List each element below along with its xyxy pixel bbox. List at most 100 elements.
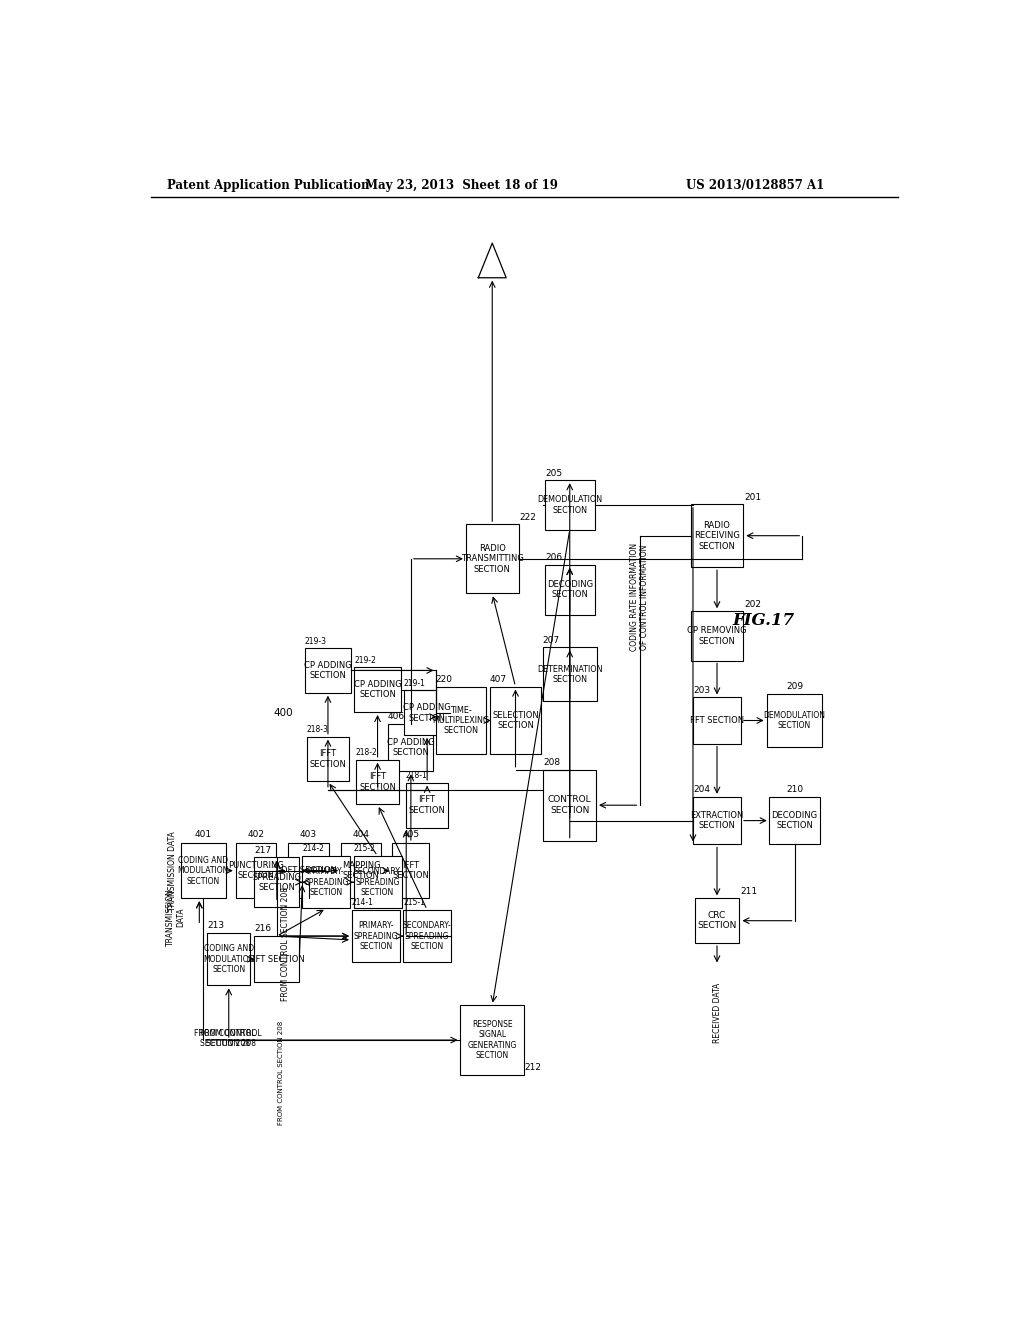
Text: FROM CONTROL
SECTION 208: FROM CONTROL SECTION 208: [201, 1028, 262, 1048]
Text: 219-3: 219-3: [305, 636, 327, 645]
Text: FROM CONTROL
SECTION 208: FROM CONTROL SECTION 208: [195, 1028, 256, 1048]
Text: PRIMARY-
SPREADING
SECTION: PRIMARY- SPREADING SECTION: [353, 921, 398, 950]
Text: 205: 205: [545, 469, 562, 478]
Text: 215-2: 215-2: [353, 845, 376, 854]
Text: 217: 217: [254, 846, 271, 855]
Text: TRANSMISSION
DATA: TRANSMISSION DATA: [166, 888, 185, 945]
Text: 405: 405: [402, 830, 420, 838]
Text: Patent Application Publication: Patent Application Publication: [167, 178, 370, 191]
Text: 210: 210: [786, 785, 803, 795]
Bar: [236, 843, 276, 899]
Text: 208: 208: [544, 758, 560, 767]
Text: 204: 204: [693, 785, 710, 795]
Text: PRIMARY-
SPREADING
SECTION: PRIMARY- SPREADING SECTION: [304, 867, 348, 898]
Text: DETERMINATION
SECTION: DETERMINATION SECTION: [537, 664, 602, 684]
Text: 212: 212: [524, 1063, 542, 1072]
Bar: [544, 770, 596, 841]
Text: TRANSMISSION DATA: TRANSMISSION DATA: [168, 830, 177, 911]
Text: 401: 401: [195, 830, 212, 838]
Bar: [690, 611, 743, 661]
Bar: [302, 857, 350, 908]
Text: 203: 203: [693, 686, 710, 694]
Text: DECODING
SECTION: DECODING SECTION: [547, 579, 593, 599]
Text: CP ADDING
SECTION: CP ADDING SECTION: [387, 738, 435, 758]
Text: FROM CONTROL SECTION 208: FROM CONTROL SECTION 208: [278, 1020, 284, 1125]
Text: CP ADDING
SECTION: CP ADDING SECTION: [304, 661, 352, 680]
Bar: [769, 797, 819, 845]
Text: 218-2: 218-2: [356, 748, 378, 758]
Text: 400: 400: [273, 708, 293, 718]
Text: CODING AND
MODULATION
SECTION: CODING AND MODULATION SECTION: [177, 855, 228, 886]
Text: DECODING
SECTION: DECODING SECTION: [771, 810, 817, 830]
Bar: [461, 1006, 524, 1074]
Text: 222: 222: [519, 512, 537, 521]
Bar: [352, 909, 400, 962]
Bar: [403, 909, 452, 962]
Text: 201: 201: [744, 492, 761, 502]
Text: TIME-
MULTIPLEXING
SECTION: TIME- MULTIPLEXING SECTION: [433, 706, 489, 735]
Bar: [208, 933, 250, 985]
Text: 402: 402: [248, 830, 264, 838]
Bar: [306, 737, 349, 781]
Text: 219-2: 219-2: [354, 656, 376, 665]
Bar: [254, 857, 299, 907]
Text: CRC
SECTION: CRC SECTION: [697, 911, 736, 931]
Text: SELECTION
SECTION: SELECTION SECTION: [493, 710, 539, 730]
Bar: [767, 693, 822, 747]
Text: DEMODULATION
SECTION: DEMODULATION SECTION: [538, 495, 602, 515]
Text: IFFT
SECTION: IFFT SECTION: [309, 750, 346, 768]
Text: RADIO
TRANSMITTING
SECTION: RADIO TRANSMITTING SECTION: [461, 544, 523, 574]
Text: US 2013/0128857 A1: US 2013/0128857 A1: [686, 178, 824, 191]
Text: 207: 207: [543, 636, 560, 644]
Text: EXTRACTION
SECTION: EXTRACTION SECTION: [690, 810, 743, 830]
Bar: [466, 524, 518, 594]
Bar: [353, 857, 401, 908]
Text: RECEIVED DATA: RECEIVED DATA: [713, 982, 722, 1043]
Text: 209: 209: [786, 682, 803, 690]
Text: SECONDARY-
SPREADING
SECTION: SECONDARY- SPREADING SECTION: [402, 921, 452, 950]
Text: DFT SECTION: DFT SECTION: [281, 866, 337, 875]
Text: FIG.17: FIG.17: [732, 612, 795, 628]
Bar: [545, 565, 595, 615]
Text: RADIO
RECEIVING
SECTION: RADIO RECEIVING SECTION: [694, 521, 740, 550]
Bar: [406, 783, 449, 828]
Text: 213: 213: [207, 921, 224, 931]
Text: 406: 406: [388, 711, 404, 721]
Text: CONTROL
SECTION: CONTROL SECTION: [548, 796, 592, 814]
Text: IFFT
SECTION: IFFT SECTION: [392, 861, 429, 880]
Bar: [543, 647, 597, 701]
Text: 404: 404: [353, 830, 370, 838]
Text: SPREADING
SECTION: SPREADING SECTION: [252, 873, 301, 892]
Text: RESPONSE
SIGNAL
GENERATING
SECTION: RESPONSE SIGNAL GENERATING SECTION: [468, 1020, 517, 1060]
Text: 218-3: 218-3: [306, 725, 328, 734]
Bar: [289, 843, 329, 899]
Text: SECONDARY-
SPREADING
SECTION: SECONDARY- SPREADING SECTION: [353, 867, 402, 898]
Text: 215-1: 215-1: [403, 899, 425, 907]
Text: 218-1: 218-1: [406, 771, 427, 780]
Text: CP REMOVING
SECTION: CP REMOVING SECTION: [687, 626, 746, 645]
Text: 206: 206: [545, 553, 562, 562]
Text: 214-1: 214-1: [352, 899, 374, 907]
Text: IFFT
SECTION: IFFT SECTION: [359, 772, 396, 792]
Bar: [180, 843, 225, 899]
Text: FFT SECTION: FFT SECTION: [690, 715, 744, 725]
Text: 219-1: 219-1: [403, 678, 426, 688]
Text: May 23, 2013  Sheet 18 of 19: May 23, 2013 Sheet 18 of 19: [365, 178, 558, 191]
Text: 407: 407: [489, 675, 507, 684]
Bar: [403, 690, 451, 735]
Text: IFFT
SECTION: IFFT SECTION: [409, 796, 445, 814]
Bar: [388, 723, 433, 771]
Bar: [356, 760, 399, 804]
Text: FROM CONTROL SECTION 208: FROM CONTROL SECTION 208: [281, 887, 290, 1001]
Text: DEMODULATION
SECTION: DEMODULATION SECTION: [764, 710, 825, 730]
Bar: [305, 648, 351, 693]
Text: CP ADDING
SECTION: CP ADDING SECTION: [403, 704, 451, 722]
Bar: [341, 843, 381, 899]
Text: DFT SECTION: DFT SECTION: [249, 954, 305, 964]
Text: 216: 216: [254, 924, 271, 933]
Text: 202: 202: [744, 599, 761, 609]
Bar: [690, 504, 743, 568]
Bar: [693, 797, 741, 845]
Text: 214-2: 214-2: [302, 845, 325, 854]
Bar: [693, 697, 741, 743]
